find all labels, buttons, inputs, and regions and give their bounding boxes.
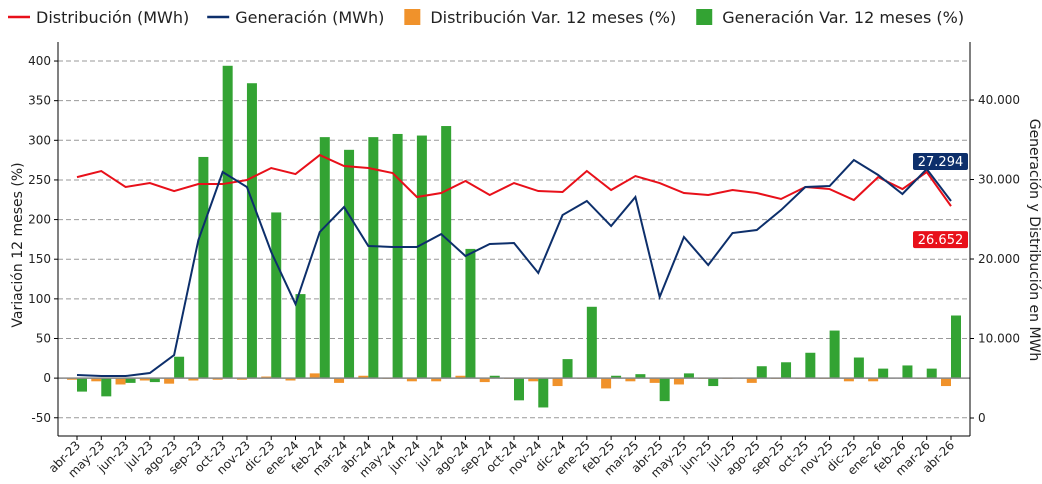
bar — [941, 378, 951, 387]
bar — [479, 378, 490, 383]
y-tick-label: 350 — [28, 94, 51, 108]
bar — [746, 378, 757, 383]
bar — [67, 378, 77, 380]
y-tick-label: -50 — [31, 411, 51, 425]
bar — [431, 378, 442, 382]
bar — [635, 374, 646, 379]
value-label: 26.652 — [918, 233, 964, 248]
bar — [853, 357, 864, 379]
bar — [139, 378, 150, 381]
bar — [673, 378, 684, 385]
bar — [125, 378, 136, 383]
legend-swatch — [404, 9, 421, 25]
y2-tick-label: 0 — [978, 411, 986, 425]
bar — [285, 378, 296, 381]
bar — [829, 330, 840, 379]
bar — [188, 378, 199, 381]
bar — [951, 315, 961, 379]
bar — [683, 373, 694, 379]
bar — [843, 378, 854, 382]
legend-swatch — [696, 9, 713, 25]
bar — [212, 378, 223, 380]
legend: Distribución (MWh) Generación (MWh) Distri… — [8, 8, 964, 27]
line — [76, 158, 952, 378]
bar — [406, 378, 417, 382]
bar — [781, 362, 792, 379]
bar — [708, 378, 719, 387]
bar — [115, 378, 126, 385]
bar — [528, 378, 539, 382]
bar — [149, 378, 160, 383]
bar — [164, 378, 175, 384]
bar — [368, 137, 379, 379]
bar — [625, 378, 636, 382]
bar — [77, 378, 87, 392]
bar — [416, 135, 427, 379]
y2-axis-title: Generación y Distribución en MWh — [1026, 119, 1042, 362]
bar — [562, 359, 573, 379]
bar — [441, 126, 452, 379]
bar — [756, 366, 767, 379]
bar — [611, 375, 622, 379]
bar — [659, 378, 670, 402]
y2-tick-label: 40.000 — [978, 93, 1020, 107]
bar — [246, 83, 257, 379]
bar — [455, 375, 466, 379]
value-label-box — [913, 153, 968, 171]
bar — [552, 378, 563, 387]
bar — [295, 294, 306, 379]
y-tick-label: 250 — [28, 173, 51, 187]
value-label-box — [913, 231, 968, 249]
bar — [601, 378, 612, 389]
bar — [198, 156, 209, 379]
bar — [902, 365, 913, 379]
y-axis-title: Variación 12 meses (%) — [10, 162, 26, 327]
bar — [344, 149, 355, 379]
legend-label: Distribución Var. 12 meses (%) — [430, 8, 676, 27]
bar — [805, 352, 816, 379]
bar — [101, 378, 112, 397]
bar — [222, 65, 233, 379]
y2-tick-label: 10.000 — [978, 332, 1020, 346]
bar — [91, 378, 102, 382]
y-tick-label: 50 — [36, 331, 51, 345]
bar — [538, 378, 549, 408]
bar — [334, 378, 345, 383]
bar — [868, 378, 879, 382]
bar — [489, 375, 500, 379]
bar — [465, 248, 476, 379]
legend-label: Generación (MWh) — [235, 8, 384, 27]
bar — [586, 306, 597, 379]
y2-tick-label: 20.000 — [978, 252, 1020, 266]
y-tick-label: 400 — [28, 54, 51, 68]
bar — [261, 376, 272, 379]
y2-tick-label: 30.000 — [978, 173, 1020, 187]
value-label: 27.294 — [918, 155, 964, 170]
legend-label: Distribución (MWh) — [36, 8, 189, 27]
bar — [236, 378, 247, 380]
bar — [878, 368, 889, 379]
y-tick-label: 150 — [28, 252, 51, 266]
y-tick-label: 100 — [28, 292, 51, 306]
bar — [514, 378, 524, 401]
bar — [926, 368, 937, 379]
legend-label: Generación Var. 12 meses (%) — [722, 8, 964, 27]
bar — [358, 375, 369, 379]
bar — [309, 373, 320, 379]
bar — [174, 356, 185, 379]
y-tick-label: 200 — [28, 213, 51, 227]
bar — [271, 212, 282, 379]
bar — [649, 378, 660, 383]
y-tick-label: 300 — [28, 133, 51, 147]
y-tick-label: 0 — [43, 371, 51, 385]
bar — [319, 137, 330, 379]
bar — [392, 133, 403, 379]
